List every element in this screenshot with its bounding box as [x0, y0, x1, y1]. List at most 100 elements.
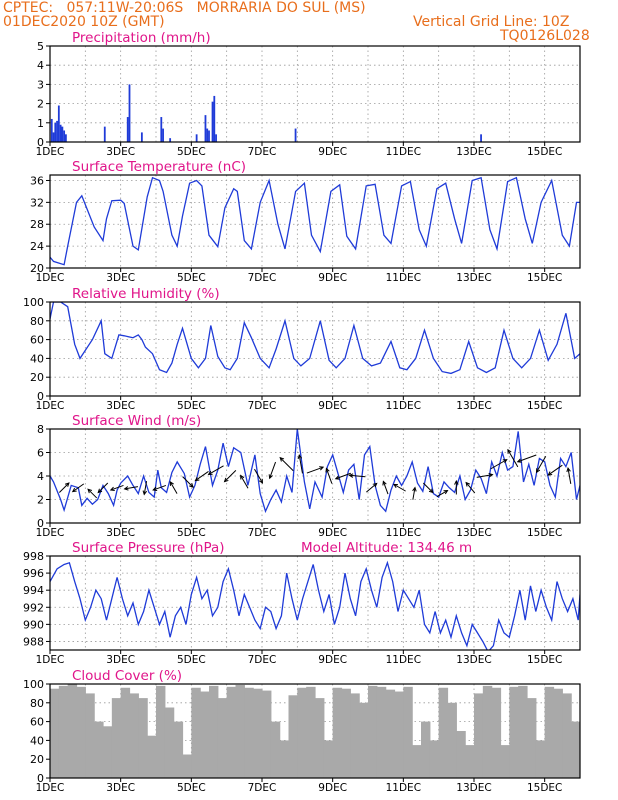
cloud-cover-bar: [129, 693, 139, 778]
wind-arrow: [366, 482, 378, 493]
wind-arrow-head: [412, 486, 417, 492]
panel-frame: [49, 301, 581, 397]
cloud-cover-bar: [173, 721, 184, 778]
x-tick-label: 11DEC: [386, 527, 421, 539]
precip-bar: [206, 128, 209, 142]
cloud-cover-bar: [403, 686, 413, 778]
wind-arrow: [334, 472, 351, 480]
precip-bar: [208, 130, 210, 142]
wind-arrow-head: [382, 480, 387, 486]
wind-arrow-shaft: [240, 475, 249, 489]
wind-arrow-head: [142, 490, 148, 496]
x-tick-label: 9DEC: [318, 654, 347, 666]
wind-arrow-shaft: [306, 466, 324, 474]
panel-humidity: 0 20 40 60 80 100: [23, 296, 581, 403]
x-tick-label: 15DEC: [527, 272, 562, 284]
wind-arrow: [123, 486, 139, 491]
wind-arrow: [182, 476, 194, 488]
x-tick-label: 9DEC: [318, 272, 347, 284]
panel-frame: [49, 428, 581, 524]
wind-arrow: [59, 482, 70, 493]
panel-frame: [49, 174, 581, 269]
precip-bar: [65, 134, 67, 142]
wind-arrow-head: [465, 481, 471, 487]
x-tick-label: 15DEC: [527, 146, 562, 158]
y-tick-label: 2: [37, 98, 44, 111]
wind-arrow: [454, 479, 459, 495]
wind-arrow-head: [428, 488, 434, 494]
y-tick-label: 20: [30, 753, 44, 766]
wind-arrow-shaft: [349, 474, 366, 478]
x-tick-label: 5DEC: [177, 146, 206, 158]
cloud-cover-bar: [270, 721, 281, 778]
wind-arrow-shaft: [208, 465, 224, 475]
wind-arrow: [71, 483, 85, 493]
series-line-wind: [50, 429, 580, 514]
wind-arrow-shaft: [476, 474, 493, 478]
x-tick-label: 11DEC: [386, 400, 421, 412]
x-tick-label: 11DEC: [386, 654, 421, 666]
wind-arrow-head: [348, 473, 354, 478]
x-tick-label: 15DEC: [527, 527, 562, 539]
wind-arrow-head: [97, 488, 103, 494]
y-tick-label: 100: [23, 678, 44, 691]
wind-arrow-head: [535, 468, 541, 474]
wind-arrow: [240, 474, 249, 489]
cloud-cover-bar: [438, 687, 449, 778]
cloud-cover-bar: [368, 685, 378, 778]
wind-arrow-shaft: [143, 481, 148, 495]
wind-arrow-shaft: [567, 468, 572, 484]
wind-arrow-head: [516, 458, 522, 463]
x-tick-label: 13DEC: [456, 146, 491, 158]
wind-arrow: [507, 448, 519, 468]
cloud-cover-bar: [306, 686, 316, 778]
x-tick-label: 5DEC: [177, 272, 206, 284]
y-tick-label: 1: [37, 117, 44, 130]
wind-arrow-head: [279, 456, 285, 462]
precip-bar: [195, 134, 198, 142]
wind-arrow-head: [372, 482, 378, 488]
y-tick-label: 4: [37, 470, 44, 483]
wind-arrow-head: [393, 483, 398, 489]
y-tick-label: 36: [30, 174, 44, 187]
wind-arrow-shaft: [393, 483, 406, 492]
wind-arrow-head: [71, 487, 77, 493]
x-tick-label: 13DEC: [456, 654, 491, 666]
wind-arrow-shaft: [254, 468, 263, 484]
cloud-cover-bar: [94, 721, 104, 778]
wind-arrow: [566, 467, 572, 484]
x-tick-label: 13DEC: [456, 272, 491, 284]
x-tick-label: 3DEC: [106, 782, 135, 794]
wind-arrow-shaft: [536, 455, 547, 473]
cloud-cover-bar: [138, 698, 148, 778]
cloud-cover-bar: [385, 689, 396, 778]
cloud-cover-bar: [518, 685, 528, 778]
precip-bar: [480, 134, 482, 142]
cloud-cover-bar: [394, 691, 404, 778]
x-tick-label: 9DEC: [318, 527, 347, 539]
cloud-cover-bar: [562, 693, 572, 778]
wind-arrow-head: [297, 454, 303, 460]
plot-area-temperature: [50, 176, 580, 266]
wind-arrow-shaft: [195, 471, 209, 481]
x-tick-label: 7DEC: [248, 527, 277, 539]
y-tick-label: 6: [37, 447, 44, 460]
x-tick-label: 7DEC: [248, 272, 277, 284]
wind-arrow-shaft: [224, 469, 237, 483]
y-tick-label: 2: [37, 494, 44, 507]
y-tick-label: 20: [30, 262, 44, 275]
precip-bar: [54, 122, 57, 142]
wind-arrow-shaft: [517, 454, 537, 463]
wind-arrow-head: [189, 483, 194, 488]
wind-arrow-head: [169, 480, 174, 486]
wind-arrow-head: [123, 486, 129, 491]
precip-bar: [162, 128, 164, 142]
wind-arrow-shaft: [59, 482, 70, 493]
x-tick-label: 3DEC: [106, 400, 135, 412]
cloud-cover-bar: [226, 686, 237, 778]
wind-arrow: [169, 480, 178, 494]
wind-arrow: [223, 469, 237, 483]
x-tick-label: 9DEC: [318, 782, 347, 794]
y-tick-label: 60: [30, 716, 44, 729]
wind-arrow-shaft: [465, 482, 476, 494]
